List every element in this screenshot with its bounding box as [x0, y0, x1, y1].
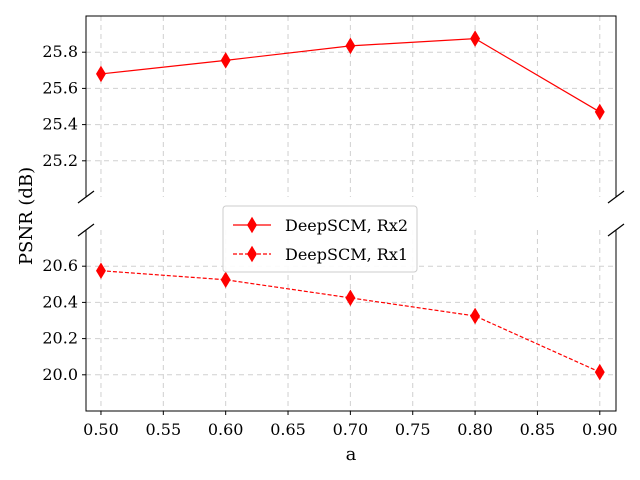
legend-marker-1: [247, 216, 257, 234]
x-tick-label: 0.50: [83, 420, 119, 439]
series-1-point: [470, 30, 481, 47]
legend-label-2: DeepSCM, Rx1: [285, 245, 408, 264]
upper-frame: [85, 15, 617, 197]
legend-box: [222, 205, 418, 273]
x-tick-label: 0.65: [270, 420, 306, 439]
series-2-point: [220, 271, 231, 289]
x-tick-label: 0.70: [333, 420, 369, 439]
legend: DeepSCM, Rx2 DeepSCM, Rx1: [222, 205, 418, 273]
break-mark: [77, 223, 95, 237]
axis-break-marks: [77, 190, 625, 237]
upper-y-tick-label: 25.6: [42, 78, 78, 97]
series-1-point: [220, 52, 231, 69]
series-1-point: [594, 103, 605, 121]
x-tick-label: 0.75: [395, 420, 431, 439]
break-mark: [77, 190, 95, 204]
break-mark: [607, 190, 625, 204]
x-tick-label: 0.90: [582, 420, 618, 439]
upper-panel: 25.2 25.4 25.6 25.8: [42, 15, 617, 197]
series-2-point: [345, 289, 356, 307]
x-tick-label: 0.85: [520, 420, 556, 439]
series-1-point: [95, 65, 106, 83]
lower-frame: [85, 230, 617, 412]
series-2-point: [594, 363, 605, 381]
x-axis-ticks: 0.50 0.55 0.60 0.65 0.70 0.75 0.80 0.85 0.90: [83, 411, 618, 439]
break-mark: [607, 223, 625, 237]
y-axis-label: PSNR (dB): [16, 167, 37, 265]
legend-label-1: DeepSCM, Rx2: [285, 216, 408, 235]
x-tick-label: 0.80: [457, 420, 493, 439]
series-1-point: [345, 37, 356, 55]
upper-y-tick-label: 25.4: [42, 115, 78, 134]
series-2-point: [470, 307, 481, 325]
upper-y-tick-label: 25.8: [42, 42, 78, 61]
lower-y-tick-label: 20.0: [42, 365, 78, 384]
series-2-point: [95, 262, 106, 280]
legend-marker-2: [247, 245, 257, 263]
x-axis-label: a: [346, 444, 357, 465]
upper-y-tick-label: 25.2: [42, 151, 78, 170]
lower-y-tick-label: 20.2: [42, 329, 78, 348]
x-tick-label: 0.55: [146, 420, 182, 439]
lower-y-tick-label: 20.6: [42, 256, 78, 275]
series-line-2: [100, 270, 601, 373]
lower-y-tick-label: 20.4: [42, 292, 78, 311]
x-tick-label: 0.60: [208, 420, 244, 439]
